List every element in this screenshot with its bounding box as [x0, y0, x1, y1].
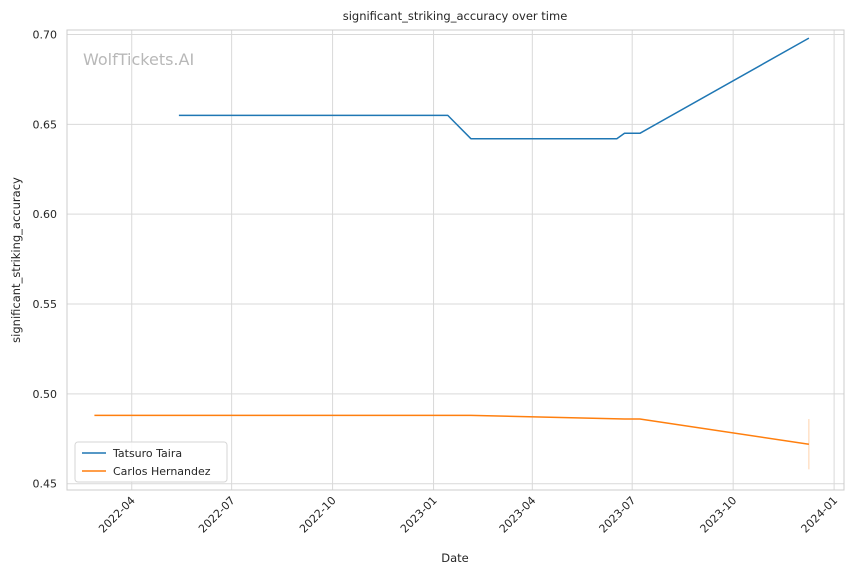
- y-tick-label: 0.55: [33, 298, 58, 311]
- legend: Tatsuro Taira Carlos Hernandez: [74, 441, 228, 483]
- chart-title: significant_striking_accuracy over time: [343, 9, 568, 23]
- y-tick-label: 0.50: [33, 388, 58, 401]
- x-axis-label: Date: [441, 551, 469, 565]
- y-tick-label: 0.60: [33, 208, 58, 221]
- y-tick-label: 0.70: [33, 28, 58, 41]
- y-tick-label: 0.45: [33, 478, 58, 491]
- legend-label-carlos-hernandez: Carlos Hernandez: [113, 465, 211, 478]
- legend-box: [74, 441, 228, 483]
- y-tick-label: 0.65: [33, 118, 58, 131]
- y-axis: 0.45 0.50 0.55 0.60 0.65 0.70: [33, 28, 58, 490]
- plot-area: [66, 29, 845, 491]
- watermark: WolfTickets.AI: [83, 50, 194, 69]
- y-axis-label: significant_striking_accuracy: [9, 177, 23, 343]
- legend-label-tatsuro-taira: Tatsuro Taira: [112, 447, 182, 460]
- series-line-tatsuro-taira: [178, 37, 810, 140]
- series-layer: [94, 37, 810, 470]
- series-line-carlos-hernandez: [94, 414, 810, 445]
- grid-lines: [67, 30, 844, 490]
